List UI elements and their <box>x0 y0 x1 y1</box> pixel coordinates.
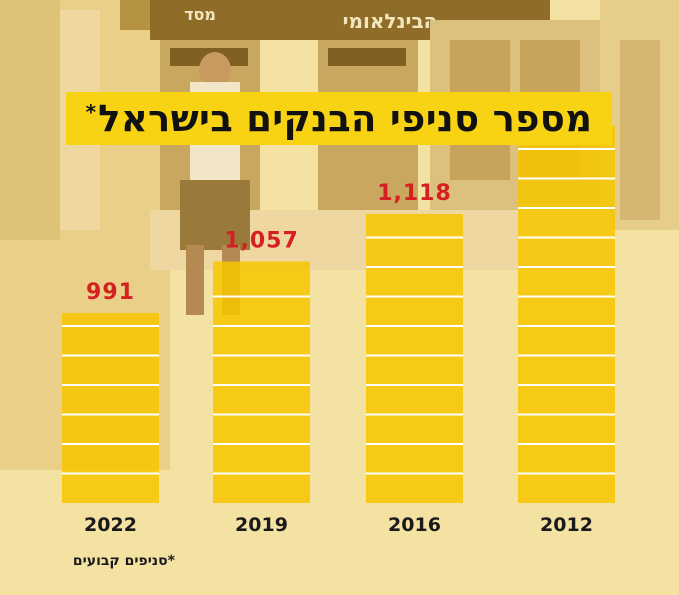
category-label-2016: 2016 <box>388 514 441 536</box>
bar-2012 <box>518 125 615 503</box>
chart-title: מספר סניפי הבנקים בישראל <box>98 97 593 140</box>
bar-2016 <box>366 213 463 503</box>
value-label-2016: 1,118 <box>377 181 452 206</box>
bank-sign-logo: מסד <box>184 5 216 24</box>
category-label-2012: 2012 <box>540 514 593 536</box>
category-label-2022: 2022 <box>84 514 137 536</box>
bar-2019 <box>213 261 310 503</box>
chart-title-asterisk: * <box>85 100 97 124</box>
bar-2022 <box>62 313 159 503</box>
bank-sign-text: הבינלאומי <box>343 9 438 33</box>
category-label-2019: 2019 <box>235 514 288 536</box>
chart-title-box: מספר סניפי הבנקים בישראל * <box>66 92 612 145</box>
value-label-2022: 991 <box>86 280 135 305</box>
footnote: *סניפים קבועים <box>72 553 175 569</box>
value-label-2019: 1,057 <box>224 229 299 254</box>
